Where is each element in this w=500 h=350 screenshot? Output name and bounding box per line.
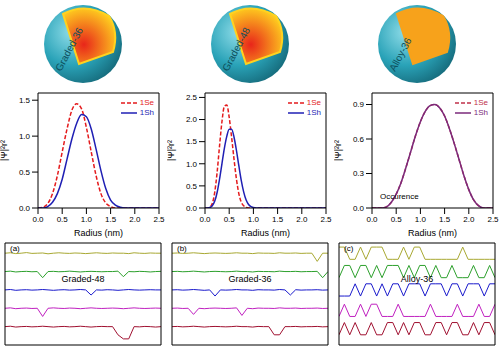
svg-text:1.0: 1.0: [415, 215, 427, 224]
svg-text:0.0: 0.0: [19, 204, 31, 213]
svg-text:1.0: 1.0: [81, 215, 93, 224]
html-text:Graded-48: Graded-48: [61, 274, 105, 284]
svg-text:0.9: 0.9: [353, 100, 365, 109]
svg-text:0.5: 0.5: [19, 168, 31, 177]
html-text:1Sh: 1Sh: [139, 108, 154, 117]
html-text:Alloy-36: Alloy-36: [400, 274, 434, 284]
svg-text:0.5: 0.5: [391, 215, 403, 224]
svg-text:0.5: 0.5: [57, 215, 69, 224]
svg-text:Graded-48: Graded-48: [220, 25, 252, 73]
svg-text:|Ψ|²r²: |Ψ|²r²: [167, 140, 176, 161]
svg-text:0.0: 0.0: [199, 215, 211, 224]
html-text:1Sh: 1Sh: [306, 108, 321, 117]
svg-text:1.0: 1.0: [248, 215, 260, 224]
svg-text:0.0: 0.0: [32, 215, 44, 224]
html-text:1Se: 1Se: [139, 98, 154, 107]
svg-text:1.0: 1.0: [186, 160, 198, 169]
svg-text:2.5: 2.5: [487, 215, 499, 224]
svg-text:0.5: 0.5: [224, 215, 236, 224]
svg-text:Radius (nm): Radius (nm): [241, 228, 290, 238]
html-text:Graded-36: Graded-36: [228, 274, 272, 284]
html-text:(c): (c): [344, 244, 354, 253]
svg-text:0.0: 0.0: [353, 204, 365, 213]
svg-text:Alloy-36: Alloy-36: [387, 35, 414, 72]
svg-text:1.5: 1.5: [439, 215, 451, 224]
html-text:Occurence: Occurence: [380, 192, 419, 201]
svg-text:1.5: 1.5: [272, 215, 284, 224]
svg-text:2.5: 2.5: [153, 215, 165, 224]
svg-text:0.0: 0.0: [186, 204, 198, 213]
svg-text:Radius (nm): Radius (nm): [74, 228, 123, 238]
html-text:1Sh: 1Sh: [473, 108, 488, 117]
html-text:1Se: 1Se: [306, 98, 321, 107]
svg-text:1.5: 1.5: [105, 215, 117, 224]
svg-text:0.3: 0.3: [353, 169, 365, 178]
svg-text:2.5: 2.5: [186, 93, 198, 102]
svg-text:Graded-36: Graded-36: [53, 25, 85, 73]
svg-text:1.5: 1.5: [19, 96, 31, 105]
svg-text:1.0: 1.0: [19, 132, 31, 141]
svg-text:|Ψ|²r²: |Ψ|²r²: [334, 140, 343, 161]
svg-text:2.0: 2.0: [186, 115, 198, 124]
svg-text:0.5: 0.5: [186, 182, 198, 191]
svg-text:2.0: 2.0: [463, 215, 475, 224]
html-text:(b): (b): [177, 244, 187, 253]
svg-text:2.0: 2.0: [129, 215, 141, 224]
svg-text:|Ψ|²r²: |Ψ|²r²: [0, 140, 9, 161]
svg-text:Radius (nm): Radius (nm): [408, 228, 457, 238]
svg-text:0.0: 0.0: [366, 215, 378, 224]
html-text:(a): (a): [10, 244, 20, 253]
svg-text:2.5: 2.5: [320, 215, 332, 224]
svg-text:2.0: 2.0: [296, 215, 308, 224]
svg-text:0.6: 0.6: [353, 135, 365, 144]
html-text:1Se: 1Se: [473, 98, 488, 107]
svg-text:1.5: 1.5: [186, 137, 198, 146]
